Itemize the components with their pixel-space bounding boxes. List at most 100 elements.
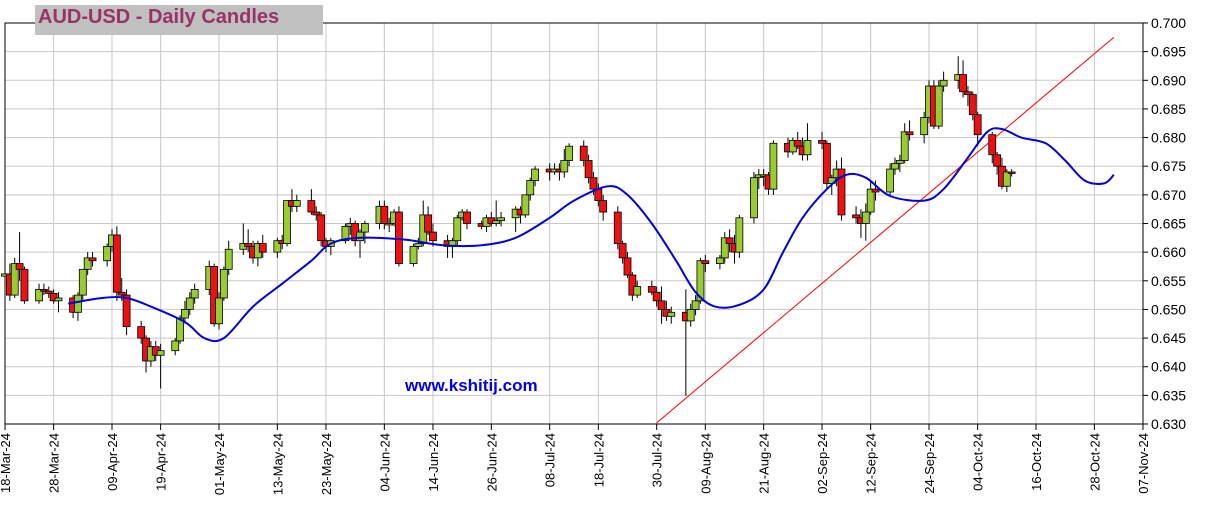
- candle: [20, 266, 29, 304]
- candle-body: [686, 309, 695, 322]
- candles: [1, 56, 1016, 396]
- candle: [429, 223, 437, 247]
- candle: [88, 252, 97, 267]
- candle: [1007, 169, 1016, 177]
- candle: [579, 140, 588, 167]
- candle-body: [871, 188, 880, 193]
- candle-body: [560, 160, 569, 173]
- candle: [210, 263, 219, 327]
- x-tick-label: 04-Jun-24: [377, 433, 392, 492]
- candle-body: [657, 300, 666, 310]
- x-tick-label: 12-Sep-24: [864, 433, 879, 494]
- candle-body: [618, 243, 627, 259]
- candle: [156, 343, 165, 389]
- y-tick-label: 0.685: [1151, 101, 1186, 117]
- candle-body: [793, 140, 802, 147]
- candle: [633, 280, 642, 298]
- candle: [497, 212, 505, 227]
- candle-body: [720, 237, 729, 259]
- candle: [964, 86, 972, 107]
- x-tick-label: 09-Apr-24: [105, 433, 120, 491]
- x-tick-label: 21-Aug-24: [757, 433, 772, 494]
- candle-body: [10, 263, 19, 296]
- x-tick-label: 07-Nov-24: [1136, 433, 1151, 494]
- candle: [891, 157, 899, 175]
- candle-body: [385, 223, 394, 226]
- candle: [40, 283, 48, 296]
- candle: [988, 131, 997, 164]
- watermark-link[interactable]: www.kshitij.com: [405, 376, 538, 395]
- candle: [356, 229, 364, 258]
- candle-body: [920, 117, 929, 136]
- candle-body: [818, 140, 826, 144]
- candle-body: [74, 294, 82, 313]
- candle-body: [122, 294, 131, 328]
- candle: [35, 283, 43, 304]
- candle: [409, 243, 418, 267]
- chart-title-box: [35, 5, 323, 35]
- candle: [215, 292, 223, 330]
- x-tick-label: 28-Mar-24: [47, 433, 62, 493]
- candle-body: [112, 234, 121, 293]
- candle-body: [886, 168, 895, 193]
- candle-body: [117, 291, 126, 296]
- candle: [939, 71, 948, 92]
- candle: [628, 272, 637, 301]
- candle-body: [44, 290, 53, 294]
- candle: [292, 194, 301, 213]
- candle-body: [409, 246, 418, 265]
- candle: [618, 240, 627, 264]
- candle-body: [356, 231, 364, 242]
- y-tick-label: 0.700: [1151, 15, 1186, 31]
- candle-body: [735, 217, 744, 253]
- x-tick-label: 23-May-24: [319, 433, 334, 495]
- candle-body: [210, 266, 219, 325]
- x-axis: 18-Mar-24 28-Mar-24 09-Apr-24 19-Apr-24 01-M…: [0, 424, 1151, 495]
- candle: [137, 320, 146, 344]
- x-tick-label: 16-Oct-24: [1029, 433, 1044, 491]
- candle: [492, 200, 501, 227]
- candle-body: [628, 274, 637, 296]
- candle-body: [900, 131, 909, 161]
- chart-title: AUD-USD - Daily Candles: [38, 6, 280, 28]
- candle-body: [35, 288, 43, 302]
- candle-body: [360, 223, 369, 233]
- candle-body: [531, 168, 539, 181]
- candle-body: [137, 326, 146, 339]
- candle: [312, 206, 321, 221]
- candle: [171, 338, 180, 356]
- candle-body: [190, 288, 199, 299]
- candle: [667, 306, 676, 324]
- candle: [968, 91, 977, 121]
- candle-body: [988, 134, 997, 156]
- candle: [852, 206, 860, 224]
- y-tick-label: 0.695: [1151, 44, 1186, 60]
- candle-body: [803, 140, 812, 156]
- candle-body: [891, 162, 899, 170]
- candle-body: [283, 200, 291, 244]
- candle: [453, 214, 462, 247]
- candle: [10, 257, 19, 298]
- candle-body: [861, 211, 870, 224]
- x-tick-label: 18-Jul-24: [591, 433, 606, 487]
- candle: [599, 194, 608, 221]
- candle-body: [939, 79, 948, 87]
- candle-body: [20, 268, 29, 302]
- y-tick-label: 0.680: [1151, 130, 1186, 146]
- candle: [224, 240, 233, 276]
- y-tick-label: 0.645: [1151, 330, 1186, 346]
- candle: [735, 214, 744, 258]
- candle: [380, 200, 389, 230]
- candle: [414, 237, 423, 250]
- y-tick-label: 0.675: [1151, 158, 1186, 174]
- y-tick-label: 0.655: [1151, 273, 1186, 289]
- y-tick-label: 0.665: [1151, 216, 1186, 232]
- candle: [973, 111, 982, 147]
- candle-body: [599, 200, 608, 213]
- candle: [803, 123, 812, 161]
- candle-body: [88, 257, 97, 262]
- candle-body: [307, 200, 316, 213]
- candle: [239, 223, 248, 256]
- candle-body: [633, 286, 642, 296]
- candle: [793, 131, 802, 150]
